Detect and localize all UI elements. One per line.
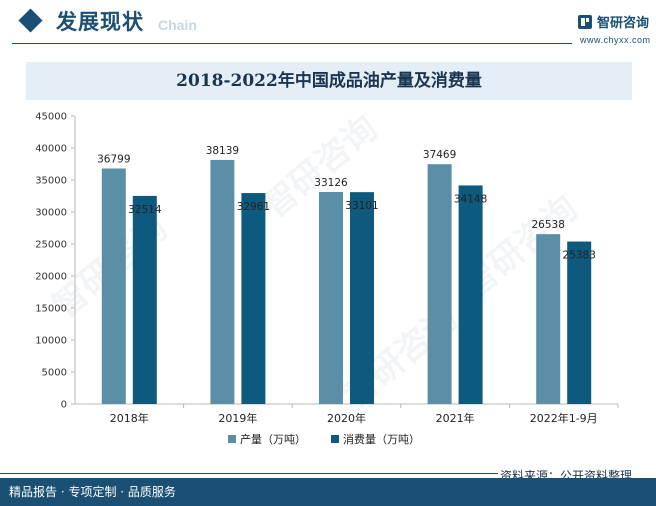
y-tick-label: 5000 [42, 368, 67, 379]
y-tick-label: 30000 [35, 208, 67, 219]
section-title: 发展现状 [56, 10, 144, 34]
x-tick-label: 2022年1-9月 [530, 411, 598, 425]
data-label: 38139 [206, 145, 239, 157]
y-tick-label: 25000 [35, 240, 67, 251]
bar-production [536, 234, 561, 404]
legend-swatch [331, 435, 339, 443]
chart-title-band: 2018-2022年中国成品油产量及消费量 [26, 62, 632, 100]
y-tick-label: 10000 [35, 336, 67, 347]
brand-url: www.chyxx.com [580, 35, 651, 45]
legend-swatch [228, 435, 236, 443]
x-tick-label: 2021年 [436, 411, 475, 425]
y-tick-label: 15000 [35, 304, 67, 315]
legend-label: 产量（万吨） [240, 432, 306, 446]
bar-production [427, 164, 452, 404]
y-tick-label: 40000 [35, 144, 67, 155]
data-label: 32514 [128, 204, 162, 216]
section-subtitle-en: Chain [158, 17, 197, 33]
bar-consumption [458, 185, 483, 404]
bar-consumption [350, 192, 374, 404]
bar-production [210, 159, 235, 404]
brand-logo-icon [578, 15, 592, 29]
bar-consumption [132, 195, 157, 404]
data-label: 36799 [97, 153, 130, 165]
y-tick-label: 20000 [35, 272, 67, 283]
data-label: 25383 [562, 250, 595, 262]
chart-title: 2018-2022年中国成品油产量及消费量 [176, 71, 482, 91]
data-label: 37469 [423, 149, 456, 161]
footer-tagline: 精品报告 · 专项定制 · 品质服务 [9, 485, 176, 499]
bar-consumption [241, 193, 266, 404]
bar-consumption [567, 241, 592, 404]
header-divider [12, 43, 572, 44]
footer-divider [0, 473, 498, 474]
x-tick-label: 2019年 [218, 411, 257, 425]
x-tick-label: 2018年 [110, 411, 149, 425]
y-tick-label: 0 [61, 400, 67, 411]
data-label: 34148 [454, 193, 487, 205]
legend-label: 消费量（万吨） [343, 432, 420, 446]
bar-production [101, 168, 126, 404]
x-tick-label: 2020年 [327, 411, 366, 425]
y-tick-label: 35000 [35, 176, 67, 187]
data-label: 26538 [531, 219, 564, 231]
data-label: 33126 [314, 177, 348, 189]
data-label: 32961 [237, 201, 270, 213]
y-tick-label: 45000 [35, 112, 67, 123]
data-label: 33101 [345, 200, 378, 212]
bar-production [319, 191, 343, 404]
brand-name: 智研咨询 [597, 16, 650, 31]
footer-bar [0, 478, 656, 506]
